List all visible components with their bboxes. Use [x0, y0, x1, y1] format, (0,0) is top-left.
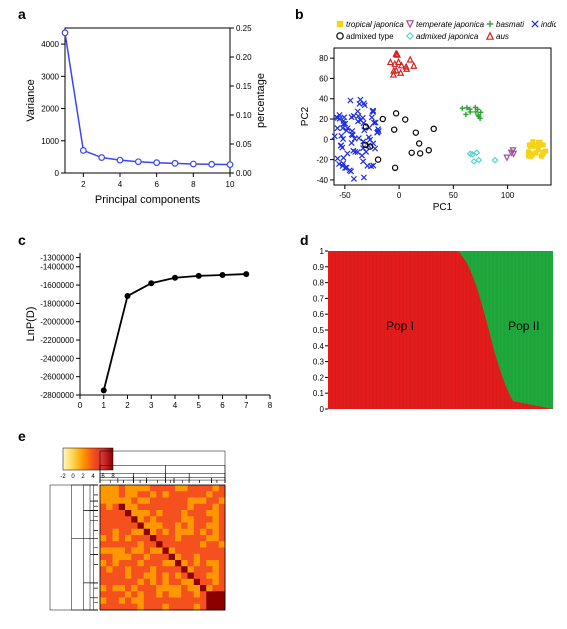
svg-text:1: 1 [320, 247, 325, 256]
svg-text:3: 3 [149, 401, 154, 410]
svg-text:0: 0 [324, 135, 329, 144]
panel-e-svg: -2 02468 [35, 440, 295, 620]
svg-text:80: 80 [319, 54, 328, 63]
panel-d: 0 0.1 0.2 0.3 0.4 0.5 0.6 0.7 0.8 0.9 1 Pop I Pop II [302, 245, 557, 415]
svg-text:-2600000: -2600000 [40, 373, 74, 382]
svg-text:-2: -2 [60, 474, 66, 480]
svg-text:8: 8 [191, 180, 196, 189]
svg-text:Pop I: Pop I [386, 319, 414, 333]
svg-text:10: 10 [226, 180, 235, 189]
svg-text:tropical japonica: tropical japonica [346, 20, 404, 29]
svg-text:percentage: percentage [255, 73, 267, 128]
svg-text:2: 2 [81, 180, 86, 189]
svg-text:0.25: 0.25 [236, 24, 252, 33]
svg-text:0.4: 0.4 [313, 342, 325, 351]
svg-text:0.8: 0.8 [313, 279, 325, 288]
svg-text:-1400000: -1400000 [40, 263, 74, 272]
svg-text:0.9: 0.9 [313, 263, 325, 272]
svg-text:0: 0 [320, 405, 325, 414]
svg-text:1000: 1000 [41, 137, 59, 146]
svg-text:4: 4 [173, 401, 178, 410]
svg-text:-40: -40 [316, 176, 328, 185]
svg-text:4: 4 [118, 180, 123, 189]
svg-text:admixed type: admixed type [346, 32, 394, 41]
panel-b-svg: -50 0 50 100 -40 -20 0 20 40 60 80 PC1 PC2 tropical j… [296, 18, 556, 213]
svg-text:6: 6 [154, 180, 159, 189]
svg-text:PC2: PC2 [300, 106, 311, 126]
svg-text:LnP(D): LnP(D) [25, 307, 37, 342]
svg-text:3000: 3000 [41, 72, 59, 81]
svg-text:60: 60 [319, 74, 328, 83]
svg-text:-2400000: -2400000 [40, 354, 74, 363]
svg-text:-2000000: -2000000 [40, 318, 74, 327]
panel-c-svg: 0 1 2 3 4 5 6 7 8 -2800000 -2600000 -2400000 -220000… [20, 245, 280, 415]
svg-text:admixed japonica: admixed japonica [416, 32, 479, 41]
svg-text:aus: aus [496, 32, 509, 41]
svg-text:0.6: 0.6 [313, 310, 325, 319]
svg-text:-50: -50 [339, 191, 351, 200]
panel-c: 0 1 2 3 4 5 6 7 8 -2800000 -2600000 -2400000 -220000… [20, 245, 280, 415]
svg-text:0: 0 [55, 169, 60, 178]
svg-text:40: 40 [319, 95, 328, 104]
svg-text:4: 4 [91, 474, 95, 480]
svg-text:indica: indica [541, 20, 556, 29]
svg-text:-2800000: -2800000 [40, 391, 74, 400]
panel-a-svg: 2 4 6 8 10 0 1000 2000 3000 4000 0.00 0.05 0.10 0.15 0… [20, 18, 270, 208]
svg-text:-20: -20 [316, 156, 328, 165]
svg-text:0.20: 0.20 [236, 53, 252, 62]
svg-text:0.15: 0.15 [236, 82, 252, 91]
svg-text:Pop II: Pop II [508, 319, 539, 333]
svg-text:2000: 2000 [41, 105, 59, 114]
svg-text:2: 2 [81, 474, 85, 480]
svg-text:0: 0 [397, 191, 402, 200]
panel-b: -50 0 50 100 -40 -20 0 20 40 60 80 PC1 PC2 tropical j… [296, 18, 556, 213]
svg-text:6: 6 [220, 401, 225, 410]
svg-text:-1600000: -1600000 [40, 281, 74, 290]
svg-text:5: 5 [197, 401, 202, 410]
svg-text:0.2: 0.2 [313, 373, 325, 382]
svg-text:temperate japonica: temperate japonica [416, 20, 485, 29]
svg-text:Variance: Variance [25, 79, 37, 122]
panel-d-svg: 0 0.1 0.2 0.3 0.4 0.5 0.6 0.7 0.8 0.9 1 Pop I Pop II [302, 245, 557, 415]
svg-text:6: 6 [101, 474, 105, 480]
panel-e: -2 02468 [35, 440, 295, 620]
svg-text:20: 20 [319, 115, 328, 124]
svg-text:0.3: 0.3 [313, 358, 325, 367]
svg-text:0.10: 0.10 [236, 111, 252, 120]
svg-text:2: 2 [125, 401, 130, 410]
svg-text:8: 8 [268, 401, 273, 410]
svg-text:8: 8 [111, 474, 115, 480]
svg-text:7: 7 [244, 401, 249, 410]
svg-text:100: 100 [501, 191, 515, 200]
svg-text:0: 0 [71, 474, 75, 480]
panel-e-label: e [18, 428, 26, 444]
svg-text:Principal components: Principal components [95, 194, 201, 206]
svg-text:-2200000: -2200000 [40, 336, 74, 345]
svg-text:-1300000: -1300000 [40, 254, 74, 263]
svg-text:50: 50 [449, 191, 458, 200]
svg-text:0.1: 0.1 [313, 389, 325, 398]
svg-text:4000: 4000 [41, 40, 59, 49]
svg-text:-1800000: -1800000 [40, 299, 74, 308]
svg-text:0.05: 0.05 [236, 140, 252, 149]
svg-text:0: 0 [78, 401, 83, 410]
svg-text:1: 1 [102, 401, 107, 410]
svg-text:0.7: 0.7 [313, 294, 325, 303]
svg-text:PC1: PC1 [433, 202, 453, 213]
svg-text:0.00: 0.00 [236, 169, 252, 178]
svg-text:0.5: 0.5 [313, 326, 325, 335]
panel-a: 2 4 6 8 10 0 1000 2000 3000 4000 0.00 0.05 0.10 0.15 0… [20, 18, 270, 208]
svg-text:basmati: basmati [496, 20, 524, 29]
